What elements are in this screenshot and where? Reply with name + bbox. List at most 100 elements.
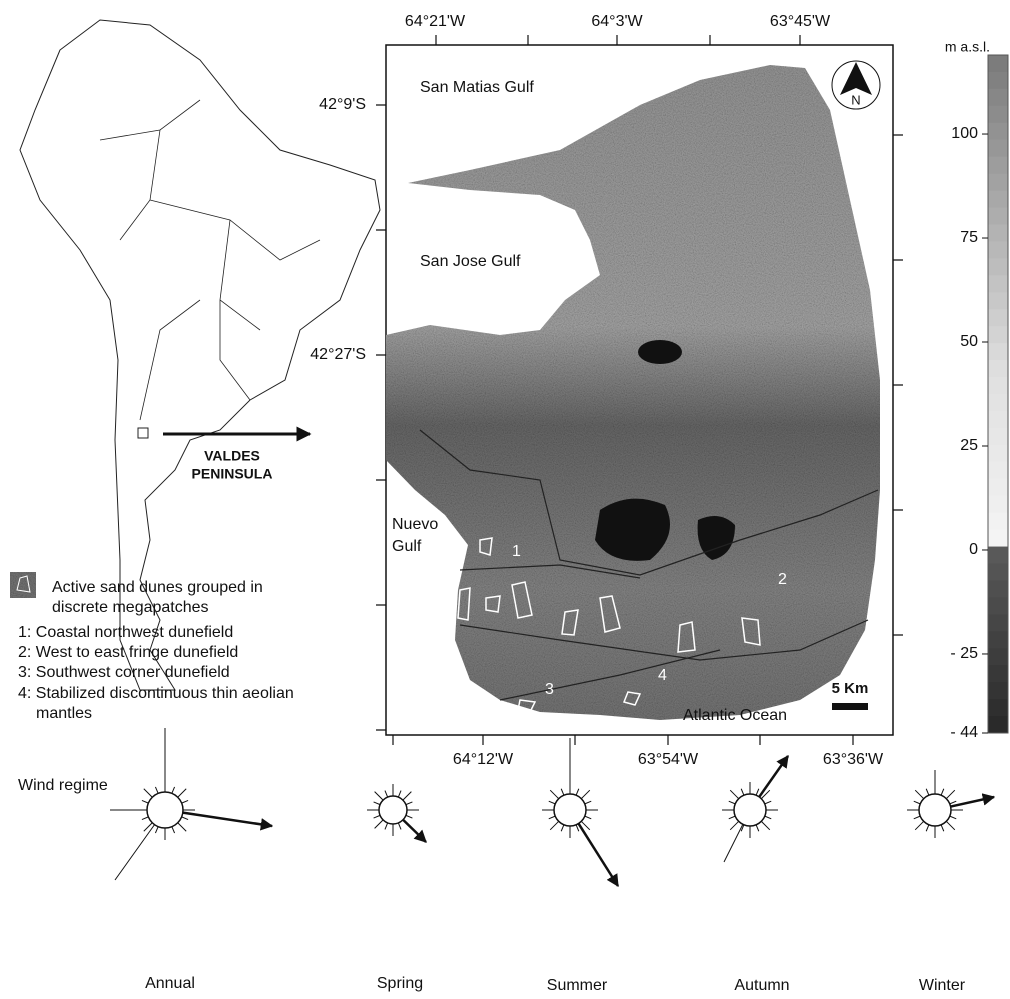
rose-spoke [178, 823, 186, 831]
rose-spoke [561, 789, 564, 795]
colorbar-band [988, 428, 1008, 445]
rose-spoke [585, 816, 591, 819]
place-label: Atlantic Ocean [683, 707, 787, 724]
rose-circle [147, 792, 183, 828]
colorbar-band [988, 258, 1008, 275]
colorbar-band [988, 547, 1008, 564]
rose-spoke [756, 825, 759, 831]
legend-item: 2: West to east fringe dunefield [18, 644, 238, 661]
colorbar-band [988, 377, 1008, 394]
rose-spoke [765, 816, 771, 819]
rose-spoke [385, 823, 388, 829]
colorbar-band [988, 580, 1008, 597]
colorbar-band [988, 106, 1008, 123]
legend-item: 3: Southwest corner dunefield [18, 664, 230, 681]
rose-spoke [374, 802, 380, 805]
colorbar-band [988, 648, 1008, 665]
colorbar-band [988, 326, 1008, 343]
map: San Matias Gulf San Jose Gulf Nuevo Gulf… [310, 13, 903, 768]
colorbar-band [988, 411, 1008, 428]
resultant-arrow [403, 820, 426, 842]
lon-label: 63°36'W [823, 751, 884, 768]
colorbar-band [988, 123, 1008, 140]
legend-item: 4: Stabilized discontinuous thin aeolian [18, 685, 294, 702]
colorbar-band [988, 682, 1008, 699]
wind-label: Spring [377, 975, 423, 992]
legend-text: discrete megapatches [52, 599, 209, 616]
colorbar-band [988, 292, 1008, 309]
rose-spoke [398, 823, 401, 829]
wind-label: Autumn [734, 977, 789, 994]
rose-spoke [549, 801, 555, 804]
rose-spoke [946, 790, 954, 798]
colorbar-band [988, 241, 1008, 258]
colorbar-band [988, 140, 1008, 157]
colorbar-band [988, 631, 1008, 648]
place-label: Gulf [392, 538, 422, 555]
colorbar-tick-label: 100 [951, 125, 978, 142]
colorbar-tick-label: 0 [969, 541, 978, 558]
colorbar-band [988, 309, 1008, 326]
rose-spoke [172, 787, 175, 793]
colorbar-band [988, 614, 1008, 631]
colorbar-band [988, 530, 1008, 547]
arrow-label: VALDES [204, 448, 260, 464]
scale-bar [832, 703, 868, 710]
rose-spoke [761, 821, 769, 829]
arrow-label: PENINSULA [192, 466, 273, 482]
rose-spoke [926, 825, 929, 831]
colorbar-band [988, 343, 1008, 360]
rose-spoke [914, 816, 920, 819]
rose-spoke [398, 791, 401, 797]
colorbar-band [988, 225, 1008, 242]
lon-label: 63°45'W [770, 13, 831, 30]
zone-label: 4 [658, 667, 667, 684]
rose-spoke [730, 790, 738, 798]
salt-pan [638, 340, 682, 364]
lon-label: 64°12'W [453, 751, 514, 768]
rose-spoke [155, 787, 158, 793]
lon-label: 64°3'W [591, 13, 643, 30]
place-label: San Jose Gulf [420, 253, 521, 270]
rose-spoke [941, 825, 944, 831]
colorbar-band [988, 89, 1008, 106]
rose-circle [919, 794, 951, 826]
rose-circle [734, 794, 766, 826]
rose-spoke [941, 789, 944, 795]
rose-spoke [729, 816, 735, 819]
rose-spoke [741, 789, 744, 795]
rose-spoke [729, 801, 735, 804]
legend-item: mantles [36, 705, 92, 722]
rose-spoke [374, 815, 380, 818]
rose-spoke [375, 820, 383, 828]
rose-spoke [915, 821, 923, 829]
colorbar-tick-label: - 44 [950, 724, 978, 741]
rose-spoke [576, 825, 579, 831]
rose-spoke [950, 816, 956, 819]
legend-text: Active sand dunes grouped in [52, 579, 263, 596]
rose-spoke [144, 789, 152, 797]
colorbar-band [988, 479, 1008, 496]
rose-spoke [581, 790, 589, 798]
legend-icon [10, 572, 36, 598]
colorbar-band [988, 208, 1008, 225]
rose-spoke [946, 821, 954, 829]
rose-spoke [926, 789, 929, 795]
colorbar-band [988, 72, 1008, 89]
rose-spoke [142, 817, 148, 820]
lat-label: 42°9'S [319, 96, 366, 113]
resultant-arrow [759, 756, 788, 797]
colorbar-tick-label: - 25 [950, 645, 978, 662]
rose-spoke [549, 816, 555, 819]
zone-label: 3 [545, 681, 554, 698]
rose-spoke [561, 825, 564, 831]
rose-spoke [182, 800, 188, 803]
colorbar: m a.s.l. 1007550250- 25- 44 [945, 39, 1008, 742]
colorbar-band [988, 55, 1008, 72]
rose-spoke [914, 801, 920, 804]
rose-spoke [403, 792, 411, 800]
colorbar-band [988, 157, 1008, 174]
colorbar-band [988, 360, 1008, 377]
rose-spoke [375, 792, 383, 800]
colorbar-band [988, 699, 1008, 716]
